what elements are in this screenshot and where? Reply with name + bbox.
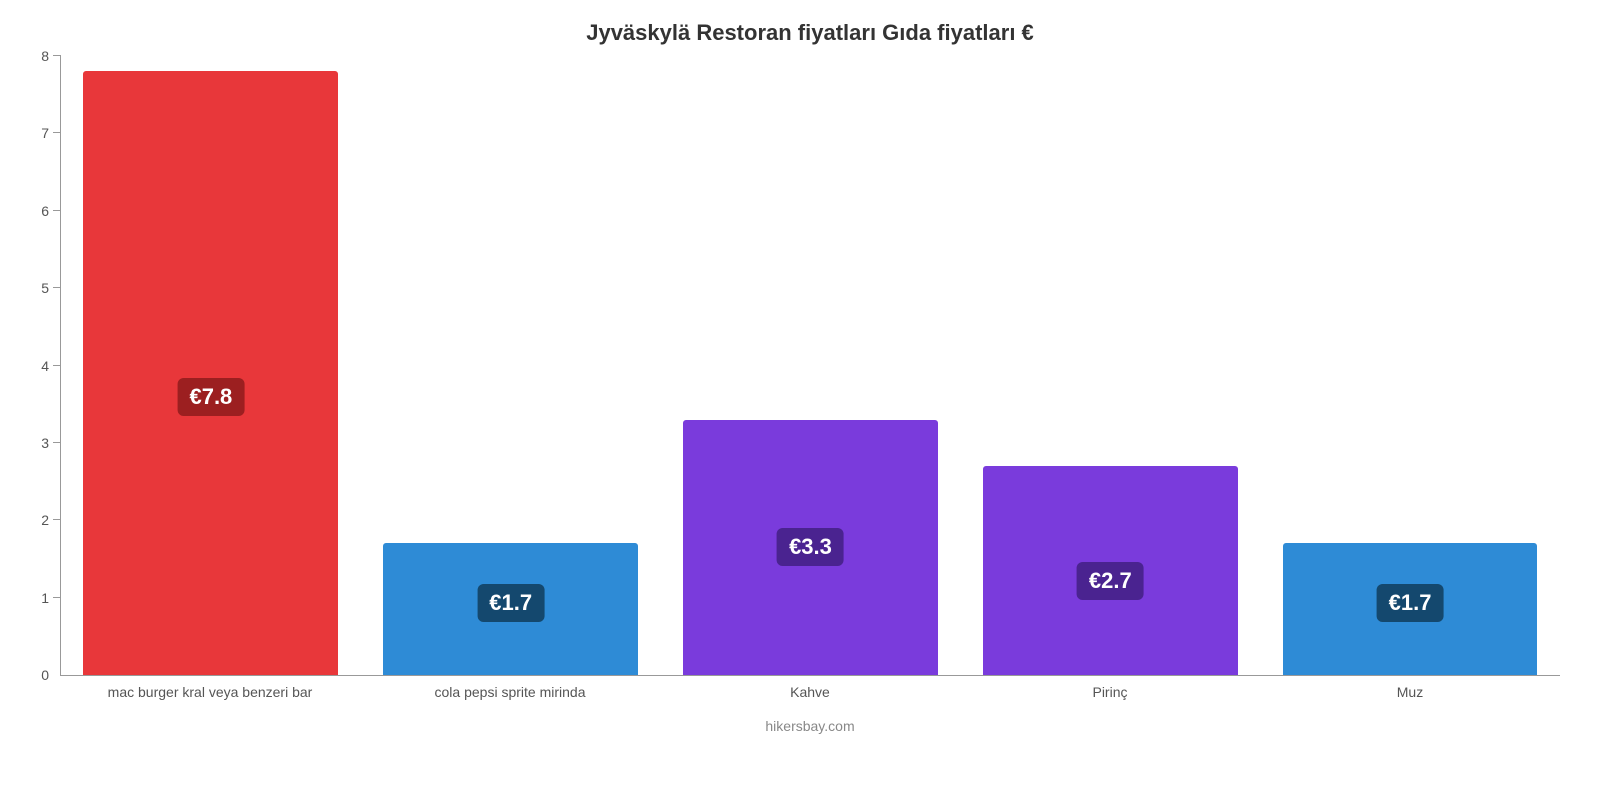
- bar-slot: €1.7: [1260, 56, 1560, 675]
- x-axis-label: cola pepsi sprite mirinda: [360, 684, 660, 700]
- y-tick-label: 8: [41, 48, 61, 64]
- x-axis-label: Kahve: [660, 684, 960, 700]
- bar-slot: €2.7: [960, 56, 1260, 675]
- y-tick-label: 2: [41, 512, 61, 528]
- y-tick-label: 0: [41, 667, 61, 683]
- chart-container: Jyväskylä Restoran fiyatları Gıda fiyatl…: [0, 0, 1600, 800]
- y-tick-label: 4: [41, 358, 61, 374]
- x-axis-label: Muz: [1260, 684, 1560, 700]
- bar-slot: €7.8: [61, 56, 361, 675]
- y-tick-label: 7: [41, 125, 61, 141]
- bar-value-label: €1.7: [1377, 584, 1444, 622]
- x-axis-labels: mac burger kral veya benzeri barcola pep…: [60, 684, 1560, 700]
- bar-value-label: €7.8: [177, 378, 244, 416]
- attribution-text: hikersbay.com: [60, 718, 1560, 734]
- bar: €1.7: [1283, 543, 1538, 675]
- bar: €2.7: [983, 466, 1238, 675]
- bar-value-label: €3.3: [777, 528, 844, 566]
- y-tick-label: 5: [41, 280, 61, 296]
- x-axis-label: Pirinç: [960, 684, 1260, 700]
- bar-value-label: €1.7: [477, 584, 544, 622]
- bar-value-label: €2.7: [1077, 562, 1144, 600]
- bar: €1.7: [383, 543, 638, 675]
- bar-slot: €1.7: [361, 56, 661, 675]
- y-tick-label: 3: [41, 435, 61, 451]
- bars-row: €7.8 €1.7 €3.3 €2.7 €1.7: [61, 56, 1560, 675]
- y-tick-label: 1: [41, 590, 61, 606]
- x-axis-label: mac burger kral veya benzeri bar: [60, 684, 360, 700]
- bar: €7.8: [83, 71, 338, 675]
- plot-area: €7.8€1.7€3.3€2.7€1.7 012345678: [60, 56, 1560, 676]
- bar-slot: €3.3: [661, 56, 961, 675]
- y-tick-label: 6: [41, 203, 61, 219]
- chart-title: Jyväskylä Restoran fiyatları Gıda fiyatl…: [60, 20, 1560, 46]
- bar: €3.3: [683, 420, 938, 675]
